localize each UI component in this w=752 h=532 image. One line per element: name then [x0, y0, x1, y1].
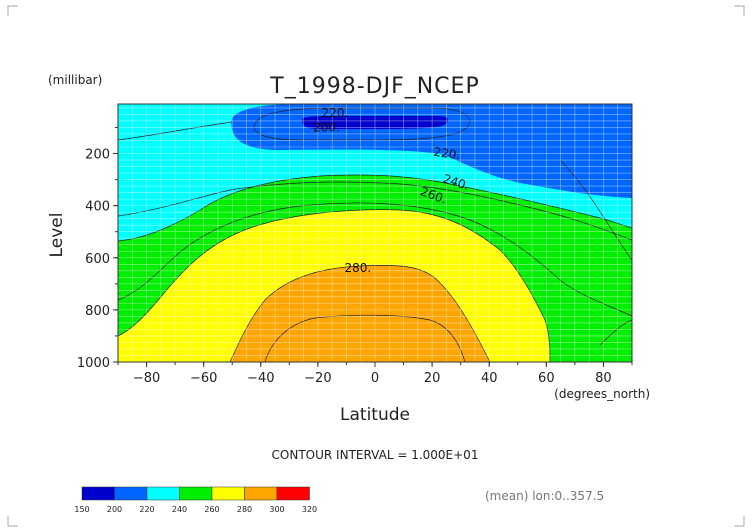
y-tick-label: 1000	[77, 356, 110, 371]
colorbar-tick-label: 220	[139, 505, 154, 514]
colorbar-tick-label: 320	[302, 505, 317, 514]
colorbar-swatch	[276, 486, 310, 501]
x-tick-label: −60	[190, 371, 217, 386]
colorbar-tick-label: 240	[172, 505, 187, 514]
x-unit-label: (degrees_north)	[554, 387, 650, 401]
contour-interval-text: CONTOUR INTERVAL = 1.000E+01	[272, 448, 479, 462]
colorbar-tick-label: 200	[107, 505, 122, 514]
contour-label: 220.	[433, 145, 461, 163]
colorbar-tick-label: 260	[204, 505, 219, 514]
chart-title: T_1998-DJF_NCEP	[269, 74, 479, 99]
colorbar-tick-label: 280	[237, 505, 252, 514]
x-tick-label: −20	[304, 371, 331, 386]
grid	[118, 104, 632, 362]
colorbar-swatch	[211, 486, 245, 501]
y-axis: 200 400 600 800 1000	[77, 126, 118, 371]
footnote-text: (mean) lon:0..357.5	[485, 489, 604, 503]
x-tick-label: 20	[424, 371, 441, 386]
colorbar: 150 200 220 240 260 280 300 320	[74, 486, 317, 514]
colorbar-tick-label: 300	[269, 505, 284, 514]
contour-label: 280.	[345, 261, 372, 275]
y-tick-label: 200	[85, 148, 110, 163]
colorbar-swatch	[81, 486, 115, 501]
colorbar-swatch	[146, 486, 180, 501]
x-tick-label: −40	[247, 371, 274, 386]
y-tick-label: 600	[85, 252, 110, 267]
colorbar-swatch	[179, 486, 213, 501]
x-tick-label: −80	[133, 371, 160, 386]
contour-lines	[118, 107, 632, 362]
colorbar-swatch	[114, 486, 148, 501]
y-axis-label: Level	[47, 213, 67, 258]
page-corner-marks	[7, 5, 745, 527]
colorbar-tick-label: 150	[74, 505, 89, 514]
y-unit-label: (millibar)	[48, 73, 102, 87]
contour-label: 220.	[322, 106, 349, 120]
y-tick-label: 400	[85, 200, 110, 215]
x-tick-label: 40	[481, 371, 498, 386]
x-axis: −80 −60 −40 −20 0 20 40 60 80	[117, 362, 633, 386]
colorbar-swatch	[244, 486, 278, 501]
band-280-300	[230, 265, 490, 362]
x-axis-label: Latitude	[340, 405, 410, 425]
x-tick-label: 60	[538, 371, 555, 386]
x-tick-label: 0	[371, 371, 379, 386]
y-tick-label: 800	[85, 304, 110, 319]
contour-label: 200.	[313, 120, 340, 134]
plot-area	[117, 103, 633, 363]
x-tick-label: 80	[595, 371, 612, 386]
